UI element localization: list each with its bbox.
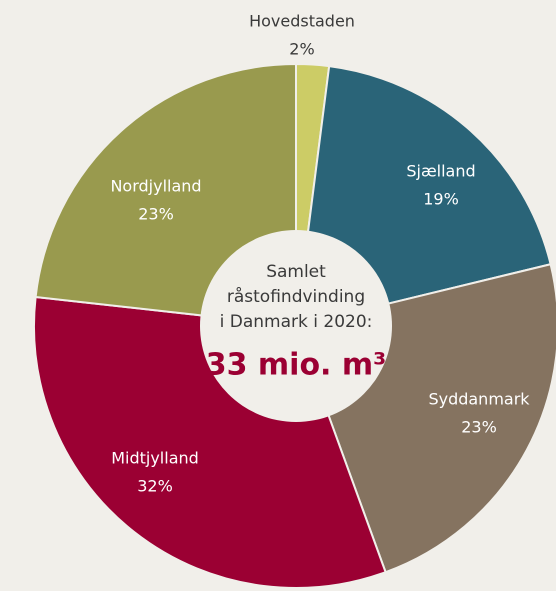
slice-label: Midtjylland <box>111 449 199 468</box>
center-total: 33 mio. m³ <box>206 348 387 383</box>
slice-label: Nordjylland <box>110 177 201 196</box>
slice-value-label: 23% <box>461 418 497 437</box>
slice-label: Hovedstaden <box>249 12 355 31</box>
center-text: Samlet <box>266 262 326 282</box>
center-text: i Danmark i 2020: <box>220 312 373 332</box>
center-text: råstofindvinding <box>227 286 365 307</box>
slice-value-label: 2% <box>289 40 314 59</box>
slice-label: Sjælland <box>406 162 475 181</box>
slice-value-label: 23% <box>138 205 174 224</box>
slice-value-label: 32% <box>137 477 173 496</box>
slice-label: Syddanmark <box>428 390 530 409</box>
slice-value-label: 19% <box>423 190 459 209</box>
donut-hole <box>200 230 392 422</box>
